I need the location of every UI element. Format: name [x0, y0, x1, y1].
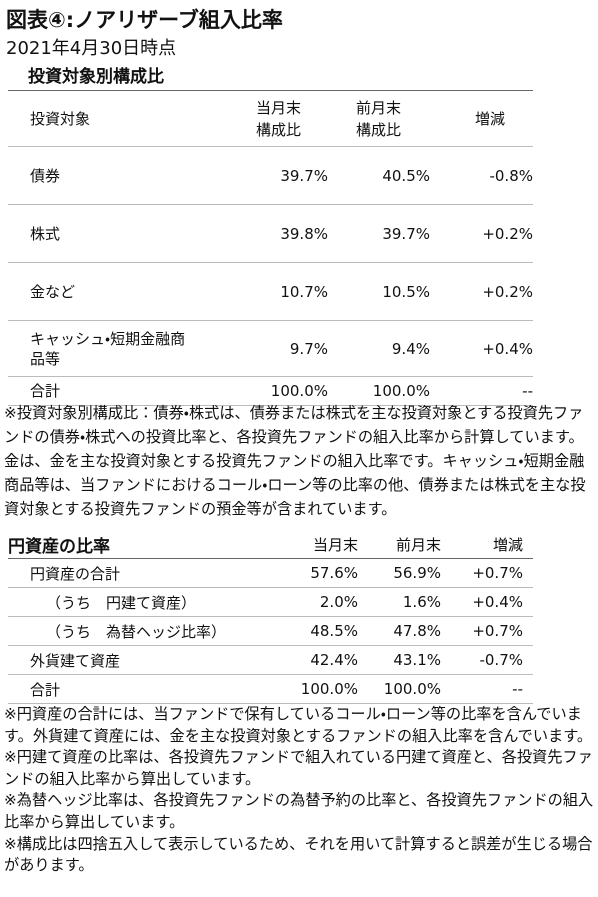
cell-text: 債券: [30, 166, 61, 185]
section-title: 投資対象別構成比: [28, 67, 164, 87]
label-cell: 合計: [8, 381, 228, 401]
value-cell: -0.8%: [430, 167, 533, 185]
cell-text: 株式: [30, 224, 61, 243]
label-cell: 株式: [8, 224, 228, 244]
value-cell: 10.5%: [328, 283, 430, 301]
cell-text: キャッシュ・短期金融商品等: [30, 329, 186, 368]
cell-text: 39.7%: [382, 224, 430, 243]
allocation-table: 投資対象 当月末 構成比 前月末 構成比 増減債券 39.7% 40.5% -0.8% 株式 3…: [8, 90, 533, 406]
cell-text: 10.5%: [382, 282, 430, 301]
value-cell: 56.9%: [393, 564, 441, 582]
note: ※為替ヘッジ比率は、各投資先ファンドの為替予約の比率と、各投資先ファンドの組入比…: [4, 791, 594, 831]
label-cell: 円資産の合計: [30, 564, 121, 583]
value-cell: 100.0%: [328, 382, 430, 400]
cell-text: 10.7%: [280, 282, 328, 301]
cell-text: -0.8%: [489, 166, 533, 185]
label-cell: 合計: [30, 680, 61, 699]
value-cell: 100.0%: [383, 680, 441, 698]
note: ※円建て資産の比率は、各投資先ファンドで組入れている円建て資産と、各投資先ファン…: [4, 748, 593, 788]
table-row: 合計 100.0% 100.0% --: [8, 675, 533, 704]
value-cell: 39.8%: [228, 225, 328, 243]
note: ※投資対象別構成比：債券・株式は、債券または株式を主な投資対象とする投資先ファン…: [4, 404, 586, 518]
label-cell: キャッシュ・短期金融商品等: [8, 329, 228, 369]
value-cell: +0.2%: [430, 283, 533, 301]
value-cell: -0.7%: [479, 651, 523, 669]
header-cell: 前月末 構成比: [356, 98, 402, 139]
header-cell: 増減: [475, 110, 506, 128]
cell-text: 40.5%: [382, 166, 430, 185]
label-cell: （うち 円建て資産）: [46, 593, 197, 612]
value-cell: 47.8%: [393, 622, 441, 640]
value-cell: 48.5%: [310, 622, 358, 640]
header-cell: 当月末: [312, 535, 358, 554]
cell-text: 39.8%: [280, 224, 328, 243]
note: ※構成比は四捨五入して表示しているため、それを用いて計算すると誤差が生じる場合が…: [4, 834, 593, 875]
cell-text: 100.0%: [270, 382, 328, 400]
value-cell: --: [430, 382, 533, 400]
value-cell: 10.7%: [228, 283, 328, 301]
cell-text: 金など: [30, 282, 76, 301]
header-row: 投資対象 当月末 構成比 前月末 構成比 増減: [8, 91, 533, 147]
label-cell: （うち 為替ヘッジ比率）: [46, 622, 227, 641]
note: ※円資産の合計には、当ファンドで保有しているコール・ローン等の比率を含んでいます…: [4, 705, 593, 745]
table-row: （うち 為替ヘッジ比率） 48.5% 47.8% +0.7%: [8, 617, 533, 646]
value-cell: 39.7%: [228, 167, 328, 185]
value-cell: 40.5%: [328, 167, 430, 185]
table-row: （うち 円建て資産） 2.0% 1.6% +0.4%: [8, 588, 533, 617]
table-row: 債券 39.7% 40.5% -0.8%: [8, 147, 533, 205]
table-row: 株式 39.8% 39.7% +0.2%: [8, 205, 533, 263]
header-cell: 投資対象: [30, 110, 91, 128]
value-cell: 100.0%: [228, 382, 328, 400]
yen-ratio-table: 円資産の比率 当月末 前月末 増減円資産の合計 57.6% 56.9% +0.7% （うち 円…: [8, 530, 533, 704]
value-cell: +0.7%: [472, 564, 523, 582]
label-cell: 外貨建て資産: [30, 651, 121, 670]
value-cell: +0.4%: [472, 593, 523, 611]
cell-text: +0.2%: [482, 224, 533, 243]
value-cell: 39.7%: [328, 225, 430, 243]
cell-text: --: [522, 382, 533, 400]
table-row: 外貨建て資産 42.4% 43.1% -0.7%: [8, 646, 533, 675]
header-row: 円資産の比率 当月末 前月末 増減: [8, 530, 533, 559]
cell-text: 39.7%: [280, 166, 328, 185]
cell-text: 合計: [30, 382, 61, 400]
value-cell: +0.4%: [430, 340, 533, 358]
header-cell: 当月末 構成比: [256, 98, 302, 139]
header-cell: 増減: [492, 535, 523, 554]
cell-text: +0.2%: [482, 282, 533, 301]
value-cell: +0.7%: [472, 622, 523, 640]
subtitle: 2021年4月30日時点: [6, 38, 177, 59]
label-cell: 債券: [8, 166, 228, 186]
value-cell: 9.7%: [228, 340, 328, 358]
value-cell: +0.2%: [430, 225, 533, 243]
table-row: キャッシュ・短期金融商品等 9.7% 9.4% +0.4%: [8, 321, 533, 377]
value-cell: 2.0%: [319, 593, 358, 611]
table-row: 金など 10.7% 10.5% +0.2%: [8, 263, 533, 321]
table-row: 円資産の合計 57.6% 56.9% +0.7%: [8, 559, 533, 588]
value-cell: --: [512, 680, 523, 698]
label-cell: 金など: [8, 282, 228, 302]
value-cell: 100.0%: [300, 680, 358, 698]
title: 図表④:ノアリザーブ組入比率: [6, 8, 283, 32]
value-cell: 43.1%: [393, 651, 441, 669]
table-row: 合計 100.0% 100.0% --: [8, 377, 533, 406]
cell-text: +0.4%: [482, 339, 533, 358]
value-cell: 1.6%: [402, 593, 441, 611]
table-title: 円資産の比率: [8, 536, 110, 557]
cell-text: 9.4%: [391, 339, 430, 358]
value-cell: 42.4%: [310, 651, 358, 669]
header-cell: 前月末: [395, 535, 441, 554]
cell-text: 100.0%: [372, 382, 430, 400]
notes: ※円資産の合計には、当ファンドで保有しているコール・ローン等の比率を含んでいます…: [4, 704, 594, 877]
value-cell: 9.4%: [328, 340, 430, 358]
value-cell: 57.6%: [310, 564, 358, 582]
cell-text: 9.7%: [289, 339, 328, 358]
